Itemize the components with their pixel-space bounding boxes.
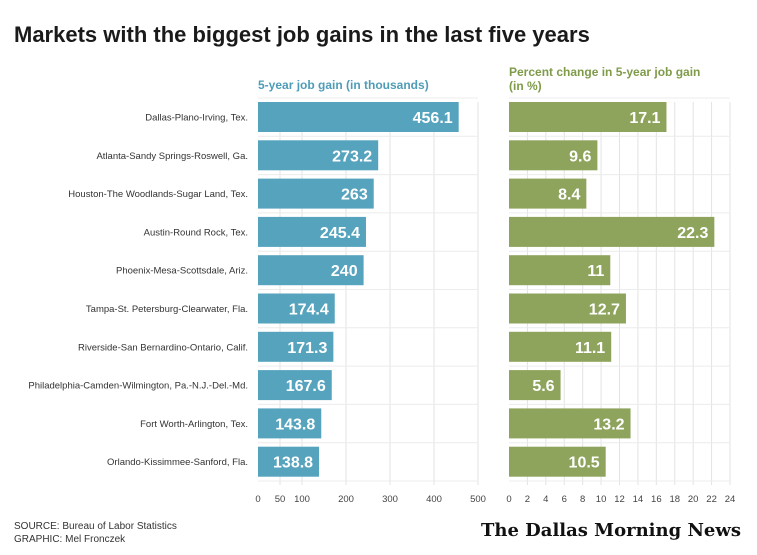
job-gain-tick-label: 400 bbox=[426, 494, 442, 505]
job-gain-bar bbox=[258, 370, 332, 401]
job-gain-bar bbox=[258, 140, 379, 171]
job-gain-data-label: 143.8 bbox=[275, 416, 315, 433]
category-label: Phoenix-Mesa-Scottsdale, Ariz. bbox=[116, 266, 248, 277]
job-gain-data-label: 171.3 bbox=[287, 340, 327, 357]
source-note: SOURCE: Bureau of Labor Statistics bbox=[14, 521, 177, 532]
job-gain-bar bbox=[258, 255, 364, 286]
percent-change-chart-title: Percent change in 5-year job gain (in %) bbox=[509, 65, 704, 93]
percent-change-data-label: 12.7 bbox=[589, 302, 620, 319]
percent-change-tick-label: 22 bbox=[706, 494, 717, 505]
job-gain-bar bbox=[258, 216, 366, 247]
job-gain-data-label: 245.4 bbox=[320, 225, 360, 242]
percent-change-data-label: 13.2 bbox=[593, 416, 624, 433]
job-gain-data-label: 174.4 bbox=[289, 302, 329, 319]
percent-change-tick-label: 10 bbox=[596, 494, 607, 505]
percent-change-data-label: 17.1 bbox=[629, 110, 660, 127]
percent-change-tick-label: 20 bbox=[688, 494, 699, 505]
percent-change-data-label: 8.4 bbox=[558, 187, 580, 204]
percent-change-title-line2: (in %) bbox=[509, 79, 542, 93]
percent-change-data-label: 22.3 bbox=[677, 225, 708, 242]
percent-change-bar bbox=[509, 178, 587, 209]
category-label: Tampa-St. Petersburg-Clearwater, Fla. bbox=[86, 304, 248, 315]
job-gain-tick-label: 100 bbox=[294, 494, 310, 505]
percent-change-bar bbox=[509, 102, 667, 132]
percent-change-tick-label: 12 bbox=[614, 494, 625, 505]
category-label: Atlanta-Sandy Springs-Roswell, Ga. bbox=[96, 151, 248, 162]
category-label: Philadelphia-Camden-Wilmington, Pa.-N.J.… bbox=[28, 381, 248, 392]
job-gain-panel: 5-year job gain (in thousands) Dallas-Pl… bbox=[28, 78, 486, 505]
job-gain-bar bbox=[258, 446, 320, 477]
percent-change-bar bbox=[509, 408, 631, 439]
percent-change-bar bbox=[509, 370, 561, 401]
percent-change-data-label: 9.6 bbox=[569, 148, 591, 165]
job-gain-bar bbox=[258, 102, 459, 132]
percent-change-tick-label: 14 bbox=[633, 494, 644, 505]
job-gain-data-label: 167.6 bbox=[286, 378, 326, 395]
percent-change-data-label: 5.6 bbox=[532, 378, 554, 395]
percent-change-data-label: 11.1 bbox=[575, 340, 605, 357]
category-label: Austin-Round Rock, Tex. bbox=[144, 227, 248, 238]
percent-change-tick-label: 6 bbox=[562, 494, 567, 505]
job-gain-tick-label: 0 bbox=[255, 494, 260, 505]
percent-change-data-label: 10.5 bbox=[569, 455, 600, 472]
category-label: Orlando-Kissimmee-Sanford, Fla. bbox=[107, 457, 248, 468]
percent-change-data-label: 11 bbox=[587, 263, 604, 280]
percent-change-title-line1: Percent change in 5-year job gain bbox=[509, 65, 700, 79]
category-label: Riverside-San Bernardino-Ontario, Calif. bbox=[78, 342, 248, 353]
percent-change-tick-label: 2 bbox=[525, 494, 530, 505]
percent-change-bar bbox=[509, 216, 715, 247]
job-gain-chart-title: 5-year job gain (in thousands) bbox=[258, 78, 429, 92]
percent-change-bar bbox=[509, 446, 606, 477]
percent-change-bar bbox=[509, 140, 598, 171]
job-gain-data-label: 456.1 bbox=[413, 110, 453, 127]
job-gain-tick-label: 200 bbox=[338, 494, 354, 505]
chart-title: Markets with the biggest job gains in th… bbox=[14, 22, 590, 47]
job-gain-data-label: 240 bbox=[331, 263, 358, 280]
job-gain-tick-label: 300 bbox=[382, 494, 398, 505]
percent-change-tick-label: 0 bbox=[506, 494, 511, 505]
category-label: Dallas-Plano-Irving, Tex. bbox=[145, 113, 248, 124]
percent-change-tick-label: 24 bbox=[725, 494, 736, 505]
percent-change-tick-label: 4 bbox=[543, 494, 548, 505]
percent-change-bar bbox=[509, 255, 611, 286]
percent-change-tick-label: 18 bbox=[669, 494, 680, 505]
job-gain-bar bbox=[258, 178, 374, 209]
job-gain-tick-label: 50 bbox=[275, 494, 286, 505]
job-gain-bar bbox=[258, 331, 334, 362]
job-gain-data-label: 138.8 bbox=[273, 455, 313, 472]
job-gain-tick-label: 500 bbox=[470, 494, 486, 505]
graphic-credit: GRAPHIC: Mel Fronczek bbox=[14, 534, 126, 545]
job-gain-bar bbox=[258, 408, 322, 439]
percent-change-tick-label: 16 bbox=[651, 494, 662, 505]
category-label: Fort Worth-Arlington, Tex. bbox=[140, 419, 248, 430]
job-gain-data-label: 263 bbox=[341, 187, 368, 204]
percent-change-bar bbox=[509, 331, 612, 362]
job-gain-bar bbox=[258, 293, 335, 324]
percent-change-bar bbox=[509, 293, 626, 324]
category-label: Houston-The Woodlands-Sugar Land, Tex. bbox=[68, 189, 248, 200]
percent-change-panel: Percent change in 5-year job gain (in %)… bbox=[506, 65, 735, 505]
percent-change-tick-label: 8 bbox=[580, 494, 585, 505]
job-gain-data-label: 273.2 bbox=[332, 148, 372, 165]
dallas-morning-news-logo: The Dallas Morning News bbox=[480, 520, 741, 541]
